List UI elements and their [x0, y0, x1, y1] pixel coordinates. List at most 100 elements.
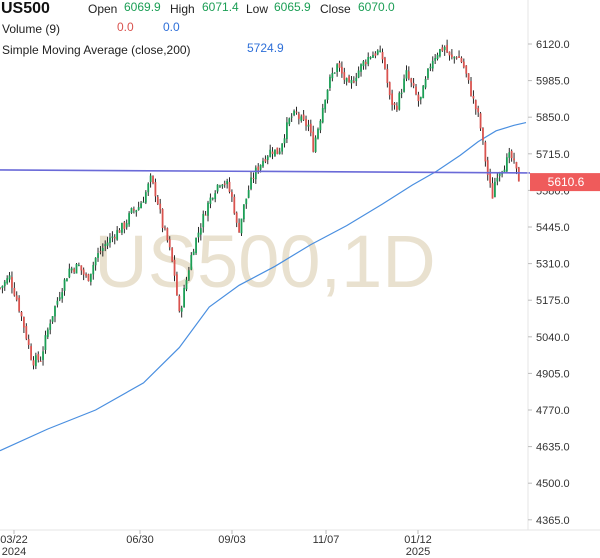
candle-down [381, 51, 384, 60]
candle-up [319, 120, 322, 131]
candle-up [199, 228, 202, 235]
candle-up [259, 164, 262, 170]
candle-down [467, 73, 470, 81]
candle-up [207, 202, 209, 216]
candle-down [25, 326, 28, 339]
candle-up [190, 255, 193, 270]
candle-down [477, 108, 480, 113]
candle-down [23, 317, 25, 328]
candle-up [357, 70, 360, 78]
candle-up [180, 307, 183, 312]
candle-up [281, 143, 284, 152]
y-tick-label: 4500.0 [536, 478, 570, 490]
candle-down [460, 57, 463, 63]
candle-down [446, 45, 448, 53]
candle-up [266, 156, 269, 160]
candle-down [18, 297, 21, 312]
candle-up [6, 278, 9, 284]
candle-down [171, 247, 174, 262]
x-tick-label: 06/30 [126, 534, 154, 546]
low-label: Low [246, 2, 269, 16]
candle-down [73, 268, 76, 273]
volume-label[interactable]: Volume (9) [2, 22, 61, 36]
candle-up [331, 72, 334, 79]
candle-up [250, 177, 252, 189]
candle-up [367, 56, 370, 65]
x-tick-label: 03/22 [0, 534, 28, 546]
y-tick-label: 6120.0 [536, 39, 570, 51]
horizontal-level-line[interactable] [0, 169, 531, 174]
candle-down [415, 86, 417, 95]
candle-up [216, 184, 219, 192]
candle-up [135, 210, 138, 213]
candle-up [97, 253, 99, 258]
candle-up [63, 279, 66, 291]
candle-down [113, 236, 116, 239]
volume-value-2: 0.0 [163, 20, 180, 34]
candle-up [398, 93, 401, 110]
candle-down [13, 287, 16, 296]
candle-up [240, 218, 243, 234]
candle-up [78, 265, 80, 267]
candle-up [321, 108, 324, 123]
candle-down [417, 94, 420, 102]
sma-layer [0, 122, 527, 452]
sma-200-line[interactable] [0, 122, 527, 452]
candle-up [283, 138, 286, 144]
x-tick-label: 09/03 [218, 534, 246, 546]
candle-down [458, 56, 460, 58]
candle-up [46, 329, 49, 337]
high-label: High [170, 2, 195, 16]
candle-up [317, 128, 319, 139]
candle-up [68, 268, 71, 278]
candle-up [436, 54, 439, 60]
candle-up [350, 79, 353, 84]
price-axis[interactable]: 6120.05985.05850.05715.05580.05445.05310… [528, 39, 570, 527]
candle-down [338, 62, 341, 68]
candle-down [295, 111, 298, 113]
x-tick-sublabel: 2025 [406, 546, 430, 558]
watermark: US500,1D [94, 220, 435, 303]
candle-down [384, 57, 386, 69]
y-tick-label: 4770.0 [536, 405, 570, 417]
candle-down [374, 53, 377, 56]
candle-up [508, 152, 511, 158]
candle-up [42, 351, 44, 360]
candle-down [489, 173, 492, 184]
candle-down [517, 167, 520, 182]
x-tick-sublabel: 2024 [2, 546, 26, 558]
candle-down [264, 159, 267, 162]
volume-value-1: 0.0 [117, 20, 134, 34]
candle-up [54, 306, 56, 317]
candle-up [453, 56, 456, 59]
candle-down [276, 147, 279, 155]
candle-down [364, 61, 367, 65]
candle-up [427, 68, 429, 78]
candle-up [274, 149, 276, 156]
candle-down [87, 274, 90, 282]
symbol-name[interactable]: US500 [1, 0, 50, 17]
candle-up [345, 78, 348, 82]
x-tick-label: 01/12 [404, 534, 432, 546]
candle-down [80, 265, 83, 271]
candle-down [343, 72, 346, 80]
candle-up [405, 70, 408, 79]
candle-down [352, 81, 355, 83]
candle-up [290, 116, 293, 118]
candle-up [307, 124, 310, 127]
candle-down [441, 47, 444, 51]
candle-up [286, 122, 288, 140]
candle-up [130, 208, 133, 213]
candle-down [348, 76, 350, 83]
y-tick-label: 4635.0 [536, 442, 570, 454]
candle-down [238, 222, 240, 233]
low-value: 6065.9 [274, 0, 311, 14]
candle-down [410, 78, 413, 83]
candle-up [70, 268, 73, 271]
sma-label[interactable]: Simple Moving Average (close,200) [2, 43, 191, 57]
candle-down [132, 208, 135, 211]
candle-up [66, 278, 68, 282]
candle-up [262, 160, 264, 167]
